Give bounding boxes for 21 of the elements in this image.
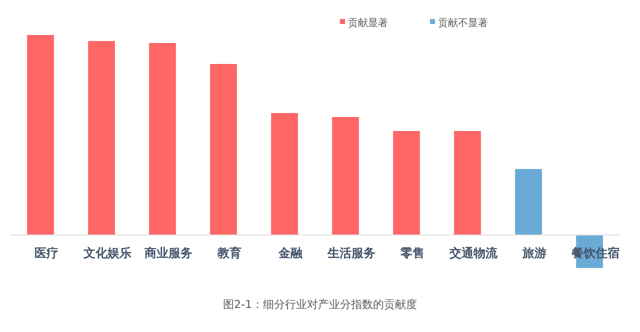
caption: 图2-1：细分行业对产业分指数的贡献度 [223, 298, 417, 311]
x-tick-label: 交通物流 [448, 246, 498, 260]
x-tick-label: 生活服务 [326, 246, 376, 260]
bar [515, 169, 542, 235]
bar [149, 43, 176, 235]
x-tick-label: 旅游 [522, 246, 546, 260]
x-tick-label: 教育 [216, 246, 242, 260]
bar [27, 35, 54, 235]
bar [393, 131, 420, 235]
bar [88, 41, 115, 235]
x-tick-label: 商业服务 [144, 246, 192, 260]
legend-label: 贡献不显著 [438, 17, 488, 29]
x-tick-label: 零售 [400, 246, 424, 260]
bar [454, 131, 481, 235]
bar [210, 64, 237, 235]
legend-label: 贡献显著 [348, 17, 388, 29]
bar [332, 117, 359, 235]
x-tick-label: 金融 [278, 246, 304, 260]
x-tick-label: 文化娱乐 [82, 246, 132, 260]
bar [271, 113, 298, 235]
x-tick-label: 医疗 [34, 246, 58, 260]
